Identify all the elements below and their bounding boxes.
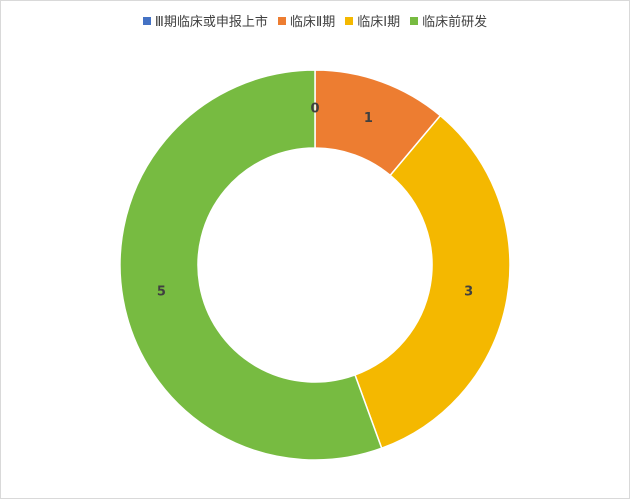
data-label-phase1: 3	[464, 285, 473, 300]
legend-swatch-phase1	[345, 16, 354, 25]
slice-preclinical	[119, 69, 383, 461]
donut-slices	[119, 69, 511, 461]
data-label-phase2: 1	[364, 111, 373, 126]
slice-phase1	[354, 114, 511, 450]
legend-item-phase1: 临床Ⅰ期	[345, 11, 400, 30]
legend-swatch-phase3	[142, 16, 151, 25]
legend-item-phase3: Ⅲ期临床或申报上市	[142, 11, 268, 30]
legend-item-phase2: 临床Ⅱ期	[277, 11, 336, 30]
legend-item-preclinical: 临床前研发	[410, 11, 487, 30]
data-label-preclinical: 5	[157, 285, 166, 300]
legend-label-phase1: 临床Ⅰ期	[357, 15, 401, 30]
legend-label-phase3: Ⅲ期临床或申报上市	[154, 15, 268, 30]
legend: Ⅲ期临床或申报上市 临床Ⅱ期 临床Ⅰ期 临床前研发	[1, 11, 629, 30]
donut-data-labels: 0 1 3 5	[157, 102, 473, 300]
legend-swatch-phase2	[277, 16, 286, 25]
legend-label-phase2: 临床Ⅱ期	[289, 15, 336, 30]
legend-swatch-preclinical	[410, 16, 419, 25]
legend-label-preclinical: 临床前研发	[422, 15, 488, 30]
data-label-phase3: 0	[310, 102, 319, 117]
